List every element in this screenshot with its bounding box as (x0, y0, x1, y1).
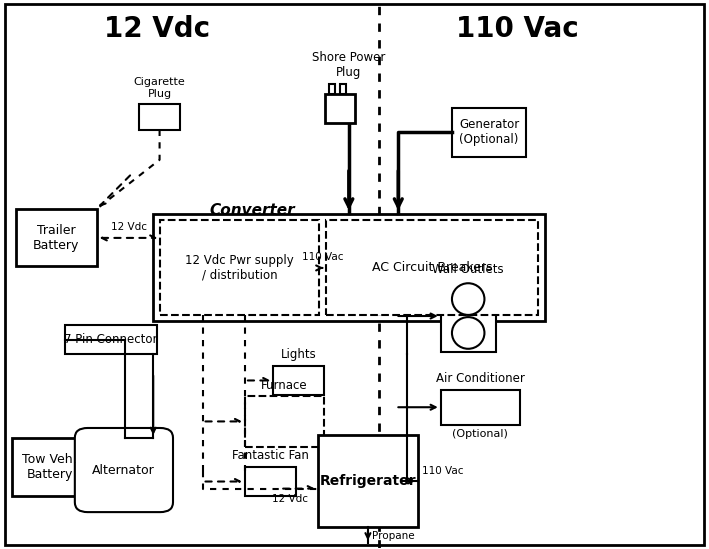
FancyBboxPatch shape (340, 85, 346, 94)
Text: 7 Pin Connector: 7 Pin Connector (64, 333, 157, 346)
Text: Converter: Converter (209, 203, 295, 218)
Text: 110 Vac: 110 Vac (302, 253, 343, 262)
FancyBboxPatch shape (12, 438, 87, 496)
FancyBboxPatch shape (65, 326, 157, 354)
FancyBboxPatch shape (326, 220, 538, 316)
Text: 12 Vdc Pwr supply
/ distribution: 12 Vdc Pwr supply / distribution (185, 254, 294, 282)
Text: 12 Vdc: 12 Vdc (272, 494, 308, 504)
FancyBboxPatch shape (441, 280, 496, 352)
Text: Trailer
Battery: Trailer Battery (33, 223, 79, 251)
Text: Shore Power
Plug: Shore Power Plug (312, 51, 386, 79)
Text: 12 Vdc: 12 Vdc (111, 222, 147, 232)
Text: Alternator: Alternator (92, 463, 155, 477)
Text: Cigarette
Plug: Cigarette Plug (134, 77, 186, 99)
FancyBboxPatch shape (273, 366, 324, 395)
FancyBboxPatch shape (245, 396, 324, 446)
Text: 110 Vac: 110 Vac (422, 466, 463, 475)
Text: Lights: Lights (281, 348, 317, 361)
Ellipse shape (452, 283, 484, 315)
FancyBboxPatch shape (139, 104, 180, 130)
Text: 110 Vac: 110 Vac (456, 15, 579, 43)
FancyBboxPatch shape (245, 467, 296, 496)
Text: (Optional): (Optional) (452, 429, 508, 439)
Text: Wall Outlets: Wall Outlets (432, 262, 504, 276)
FancyBboxPatch shape (318, 435, 418, 527)
FancyBboxPatch shape (325, 94, 354, 122)
FancyBboxPatch shape (441, 390, 520, 425)
Text: AC Circuit Breakers: AC Circuit Breakers (372, 261, 493, 274)
Text: Tow Veh.
Battery: Tow Veh. Battery (23, 453, 77, 481)
Text: Propane: Propane (372, 530, 415, 541)
FancyBboxPatch shape (75, 428, 173, 512)
FancyBboxPatch shape (16, 209, 96, 266)
Text: Air Conditioner: Air Conditioner (436, 372, 525, 385)
FancyBboxPatch shape (153, 215, 545, 321)
Text: Fantastic Fan: Fantastic Fan (232, 450, 309, 462)
FancyBboxPatch shape (329, 85, 335, 94)
Text: Furnace: Furnace (262, 379, 308, 393)
Ellipse shape (452, 317, 484, 349)
FancyBboxPatch shape (160, 220, 319, 316)
Text: Refrigerator: Refrigerator (320, 474, 416, 488)
Text: Generator
(Optional): Generator (Optional) (459, 119, 519, 147)
FancyBboxPatch shape (452, 108, 526, 157)
Text: 12 Vdc: 12 Vdc (104, 15, 210, 43)
